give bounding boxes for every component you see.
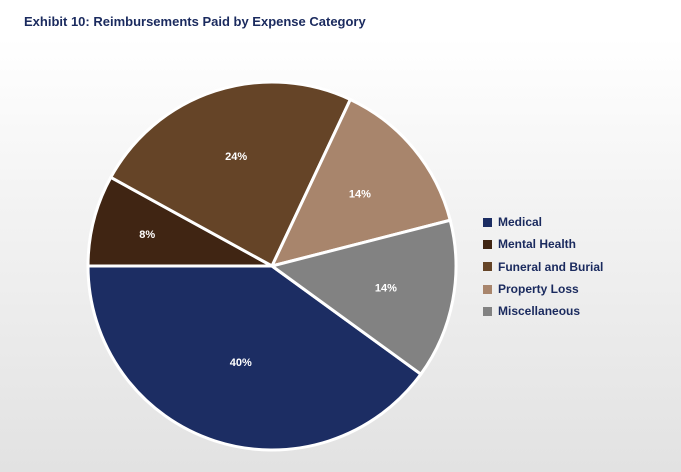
slice-value-label-funeral-and-burial: 24%	[225, 151, 247, 163]
legend-label: Miscellaneous	[498, 304, 581, 319]
legend-label: Property Loss	[498, 282, 579, 297]
legend-item-mental-health: Mental Health	[483, 233, 603, 255]
legend-swatch	[483, 239, 492, 249]
pie-slice-medical	[86, 264, 423, 452]
legend-swatch	[483, 262, 492, 272]
legend-swatch	[483, 284, 492, 294]
slice-value-label-medical: 40%	[230, 357, 252, 369]
legend-swatch	[483, 306, 492, 316]
pie-slice-miscellaneous	[270, 218, 458, 376]
legend-label: Funeral and Burial	[498, 259, 604, 274]
legend-label: Medical	[498, 215, 543, 230]
chart-title: Exhibit 10: Reimbursements Paid by Expen…	[24, 14, 366, 29]
legend: Medical Mental Health Funeral and Burial Pr…	[483, 211, 603, 322]
legend-swatch	[483, 217, 492, 227]
legend-item-miscellaneous: Miscellaneous	[483, 300, 603, 322]
pie-slice-mental-health	[86, 175, 274, 268]
pie-slice-property-loss	[270, 98, 452, 268]
slice-value-label-property-loss: 14%	[349, 188, 371, 200]
legend-item-property-loss: Property Loss	[483, 278, 603, 300]
legend-label: Mental Health	[498, 237, 577, 252]
slice-value-label-mental-health: 8%	[139, 229, 155, 241]
legend-item-funeral-and-burial: Funeral and Burial	[483, 256, 603, 278]
legend-item-medical: Medical	[483, 211, 603, 233]
slice-value-label-miscellaneous: 14%	[375, 283, 397, 295]
pie-slice-funeral-and-burial	[109, 80, 352, 268]
